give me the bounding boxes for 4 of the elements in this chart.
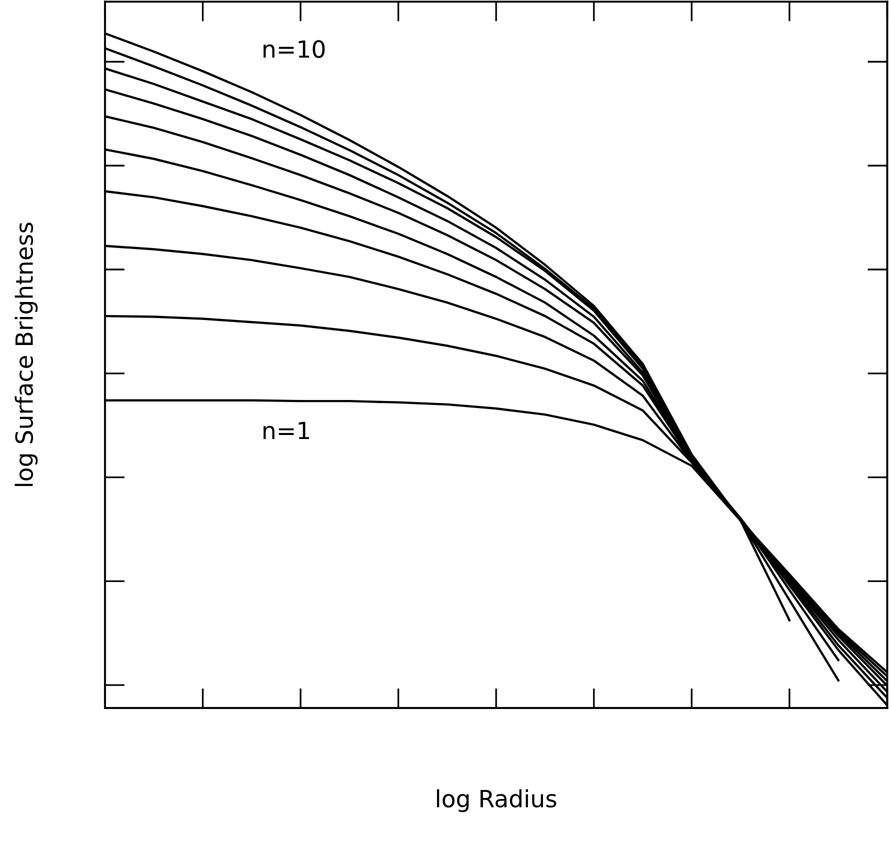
annotation: n=10 [264,40,325,58]
annotation: n=1 [264,422,310,440]
y-axis-title: log Surface Brightness [14,222,38,486]
x-axis-title: log Radius [437,789,556,812]
